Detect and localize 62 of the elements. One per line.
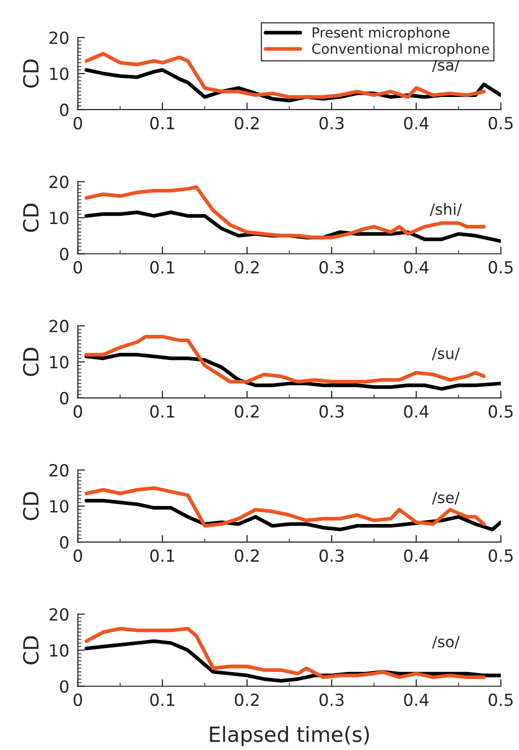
x-tick-label: 0.4 [404, 260, 429, 274]
y-tick-label: 0 [60, 536, 68, 549]
line-series [84, 185, 486, 240]
annotation: /so/ [432, 636, 460, 649]
x-tick-label: 0.2 [234, 405, 259, 418]
x-tick-label: 0.2 [234, 116, 259, 130]
x-tick-label: 0.3 [319, 693, 344, 706]
x-tick-label: 0.3 [319, 260, 344, 274]
x-tick-label: 0.5 [488, 549, 513, 562]
x-tick-label: 0.1 [150, 693, 174, 706]
y-tick-label: 20 [50, 464, 68, 477]
line-series [84, 334, 486, 384]
x-tick-label: 0.5 [488, 693, 513, 706]
y-tick-label: 0 [60, 104, 68, 116]
y-tick-label: 20 [50, 608, 68, 621]
x-tick-label: 0.5 [488, 405, 513, 418]
x-tick-label: 0.1 [150, 116, 174, 130]
y-axis-title: CD [22, 492, 39, 520]
x-tick-label: 0 [74, 405, 82, 418]
x-tick-label: 0.2 [234, 549, 259, 562]
y-axis-title: CD [22, 636, 39, 664]
x-tick-label: 0.2 [234, 260, 259, 274]
y-tick-label: 10 [50, 212, 68, 224]
x-tick-label: 0 [74, 549, 82, 562]
x-tick-label: 0.1 [150, 260, 174, 274]
annotation: /sa/ [432, 59, 460, 72]
y-axis-title: CD [22, 59, 39, 88]
x-tick-label: 0.4 [404, 693, 429, 706]
y-tick-label: 0 [60, 248, 68, 260]
y-tick-label: 10 [50, 644, 68, 657]
line-series [84, 626, 486, 680]
x-tick-label: 0.3 [319, 549, 344, 562]
x-tick-label: 0 [74, 693, 82, 706]
x-tick-label: 0.1 [150, 405, 174, 418]
y-axis-title: CD [22, 204, 39, 232]
annotation: /su/ [432, 348, 460, 360]
x-axis-title: Elapsed time(s) [210, 726, 369, 746]
x-tick-label: 0.5 [488, 116, 513, 130]
x-tick-label: 0.4 [404, 116, 429, 130]
y-tick-label: 20 [50, 320, 68, 332]
legend-label: Present microphone [312, 26, 450, 40]
y-tick-label: 20 [50, 31, 68, 44]
x-tick-label: 0.5 [488, 260, 513, 274]
x-tick-label: 0.4 [404, 549, 429, 562]
x-tick-label: 0.1 [150, 549, 174, 562]
y-axis-title: CD [22, 348, 39, 376]
x-tick-label: 0.3 [319, 116, 344, 130]
annotation: /se/ [432, 492, 460, 504]
y-tick-label: 20 [50, 176, 68, 188]
annotation: /shi/ [430, 203, 462, 216]
y-tick-label: 10 [50, 500, 68, 513]
y-tick-label: 10 [50, 356, 68, 368]
x-tick-label: 0 [74, 116, 82, 130]
x-tick-label: 0 [74, 260, 82, 274]
legend-label: Conventional microphone [312, 43, 489, 57]
x-tick-label: 0.4 [404, 405, 429, 418]
x-tick-label: 0.3 [319, 405, 344, 418]
x-tick-label: 0.2 [234, 693, 259, 706]
y-tick-label: 0 [60, 392, 68, 404]
y-tick-label: 10 [50, 68, 68, 80]
y-tick-label: 0 [60, 680, 68, 693]
line-series [84, 486, 486, 528]
